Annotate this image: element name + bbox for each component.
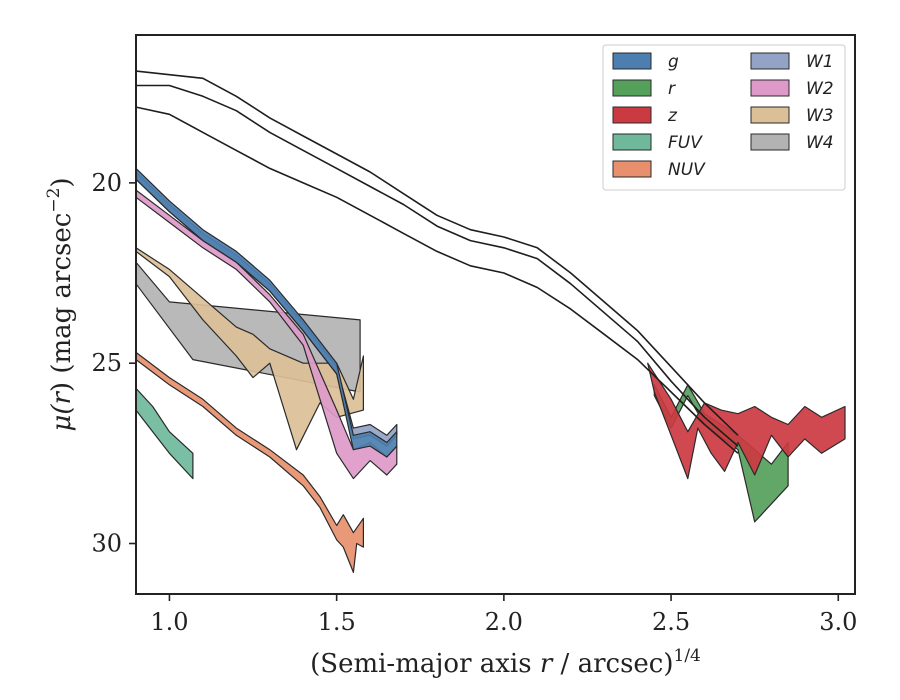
- legend-swatch-nuv: [612, 160, 652, 178]
- y-axis-label: μ(r) (mag arcsec−2): [44, 177, 77, 431]
- y-tick-label: 20: [91, 169, 122, 197]
- x-tick-label: 1.0: [150, 608, 188, 636]
- x-tick-label: 2.0: [485, 608, 523, 636]
- legend-label-w4: W4: [806, 133, 834, 153]
- legend-label-fuv: FUV: [668, 133, 703, 153]
- bands-layer: [136, 167, 846, 573]
- band-fuv: [136, 387, 194, 480]
- x-axis-label: (Semi-major axis r / arcsec)1/4: [310, 646, 701, 679]
- band-nuv: [136, 351, 364, 573]
- legend-swatch-w1: [750, 52, 790, 70]
- model-lines-layer: [136, 70, 739, 454]
- legend-label-w1: W1: [806, 52, 834, 72]
- y-tick-label: 30: [91, 530, 122, 558]
- x-tick-label: 2.5: [652, 608, 690, 636]
- legend-swatch-z: [612, 106, 652, 124]
- legend-swatch-w4: [750, 133, 790, 151]
- y-tick-label: 25: [91, 349, 122, 377]
- band-z: [647, 362, 846, 480]
- legend-label-g: g: [668, 52, 679, 72]
- model-curve-2: [136, 84, 739, 447]
- legend-label-w2: W2: [806, 79, 834, 99]
- band-w2: [136, 189, 398, 480]
- band-w3: [136, 247, 364, 451]
- model-curve-1: [136, 70, 739, 436]
- legend-swatch-fuv: [612, 133, 652, 151]
- ticks-layer: 1.0 1.5 2.0 2.5 3.0 20 25 30: [91, 169, 857, 636]
- legend-swatch-g: [612, 52, 652, 70]
- legend-label-w3: W3: [806, 106, 834, 126]
- legend: grz FUV NUV W1 W2 W3 W4: [602, 44, 846, 191]
- legend-label-nuv: NUV: [668, 160, 706, 180]
- x-tick-label: 3.0: [819, 608, 857, 636]
- legend-label-r: r: [668, 79, 676, 99]
- model-curve-3: [136, 106, 739, 454]
- x-tick-label: 1.5: [318, 608, 356, 636]
- legend-label-z: z: [667, 106, 678, 126]
- legend-swatch-w3: [750, 106, 790, 124]
- plot-frame: [135, 34, 856, 595]
- band-g: [136, 167, 398, 458]
- legend-swatch-r: [612, 79, 652, 97]
- legend-swatch-w2: [750, 79, 790, 97]
